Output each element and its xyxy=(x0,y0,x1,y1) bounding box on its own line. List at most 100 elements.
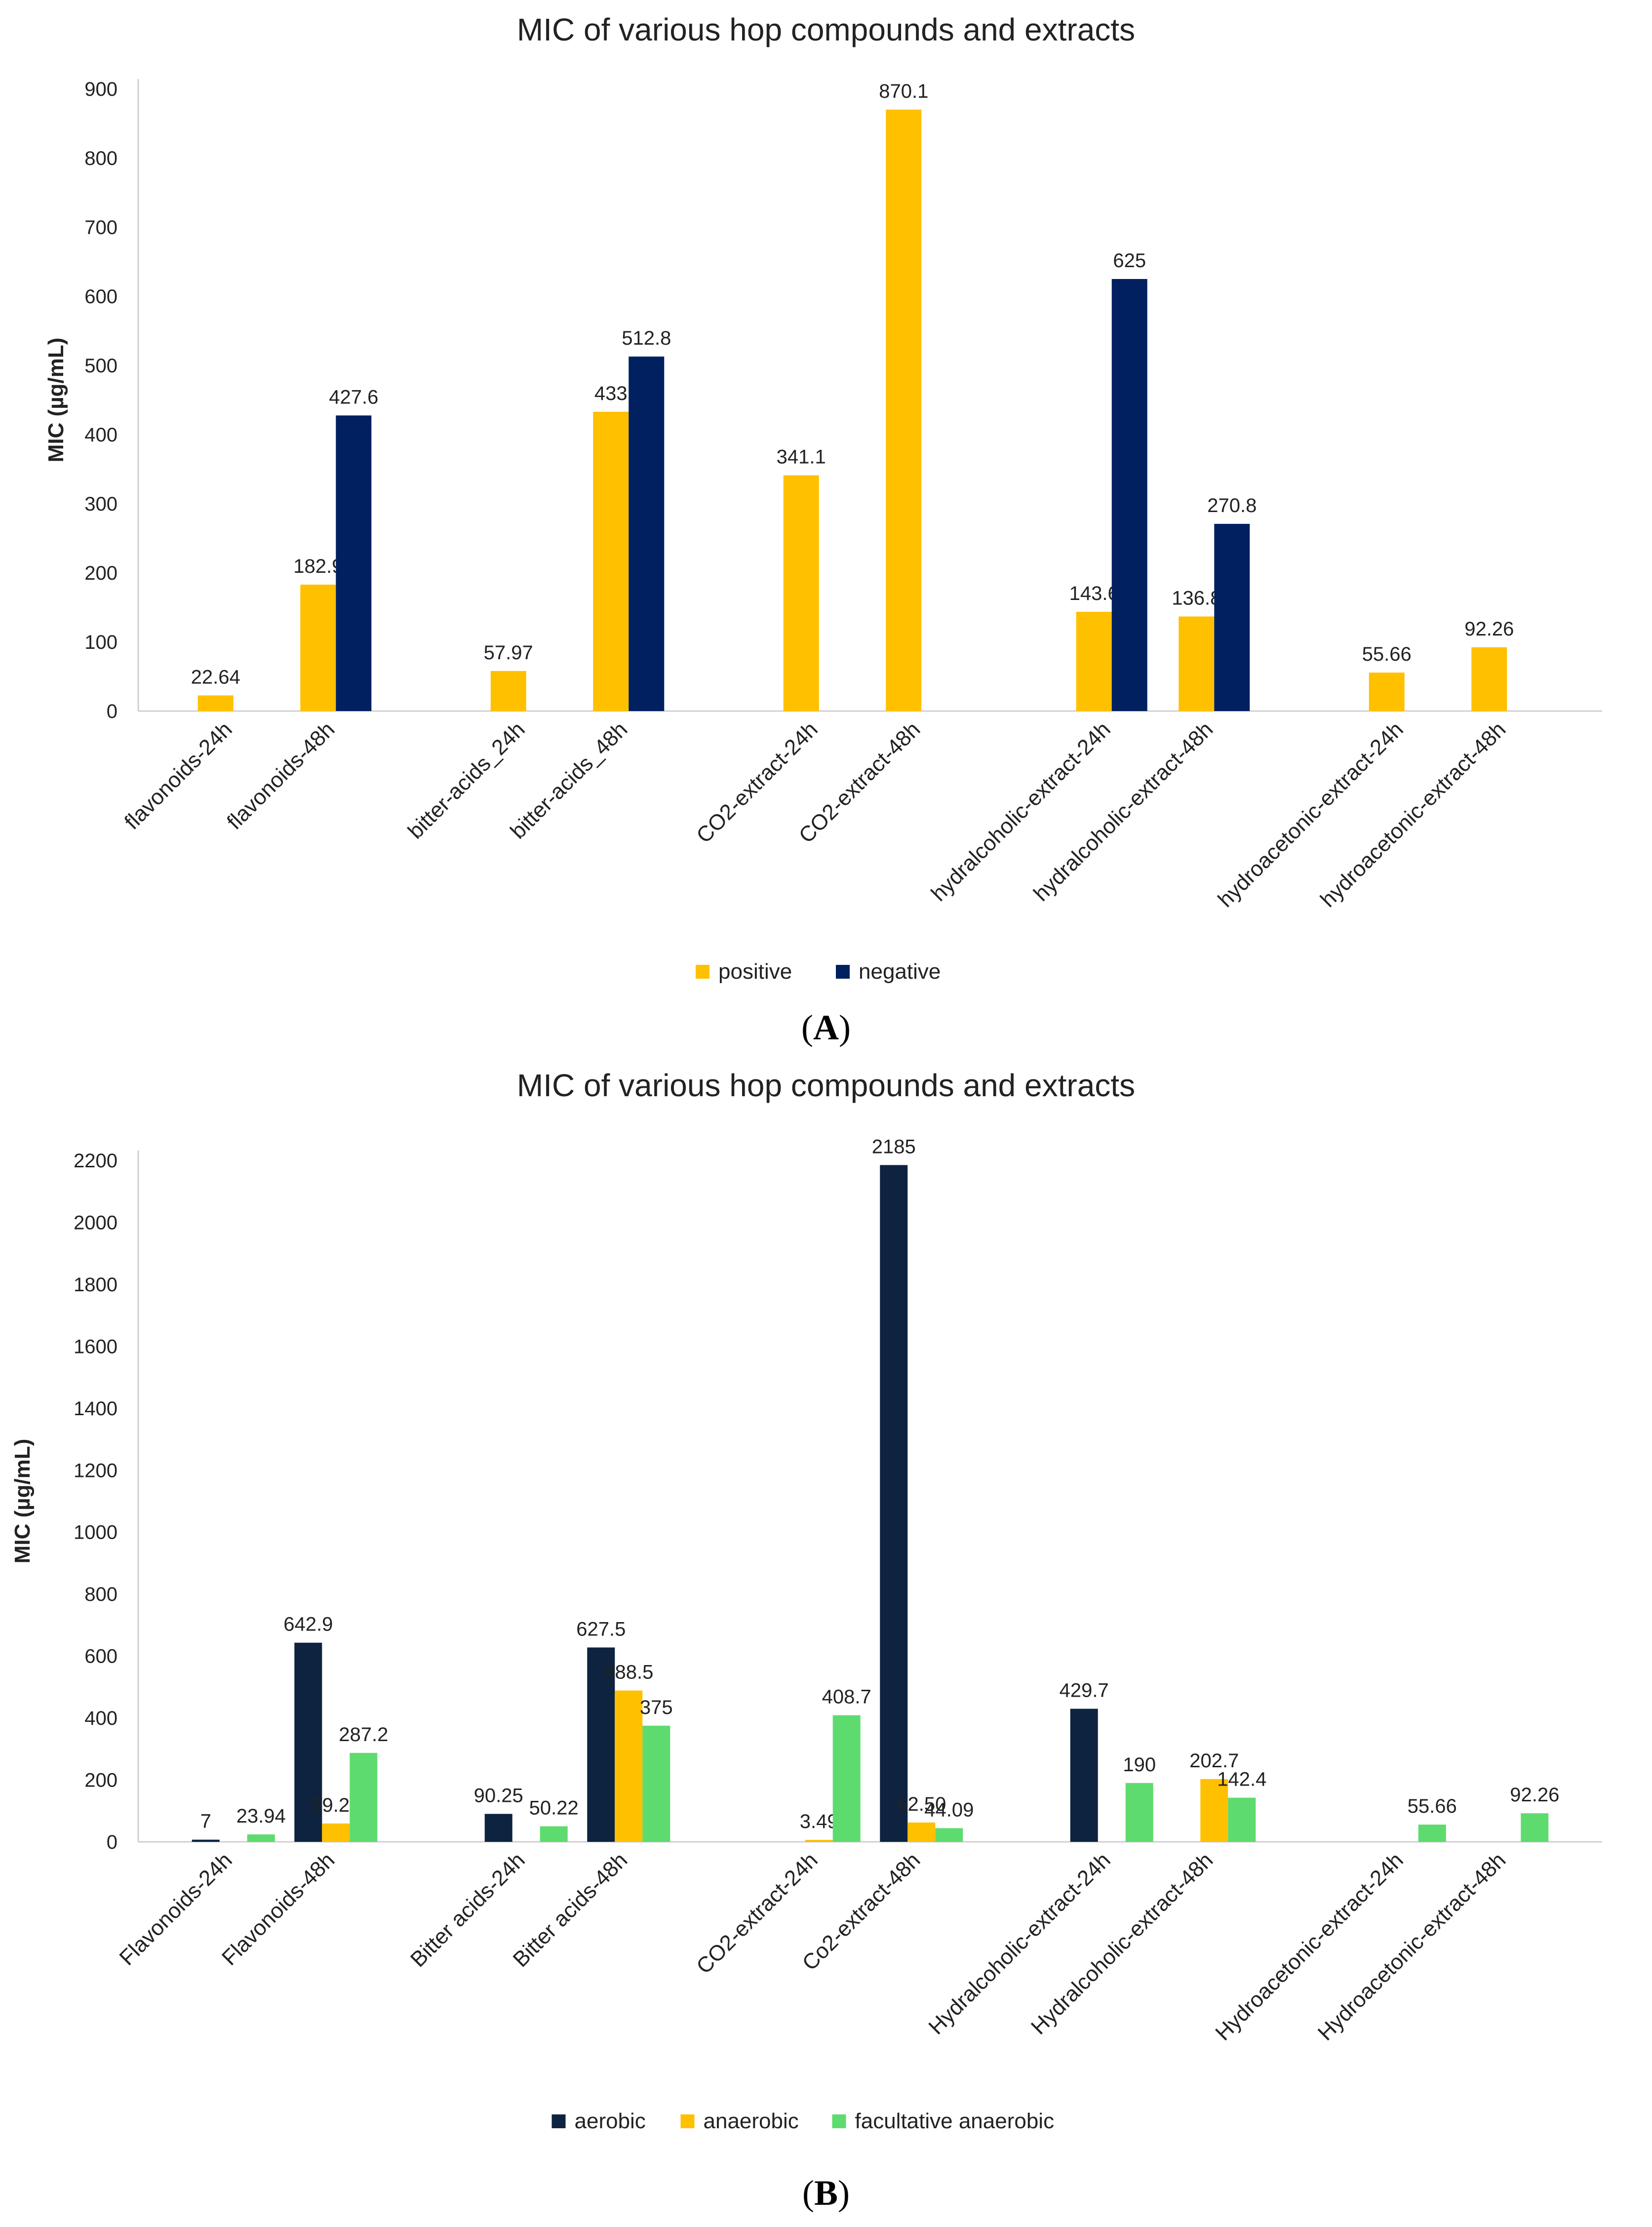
data-label: 270.8 xyxy=(1207,495,1257,517)
data-label: 50.22 xyxy=(529,1797,579,1819)
bar xyxy=(300,584,336,711)
bar xyxy=(805,1840,833,1842)
bar xyxy=(1076,611,1112,711)
y-tick-label: 200 xyxy=(84,1770,118,1791)
data-label: 182.9 xyxy=(293,556,343,577)
bar xyxy=(593,411,629,711)
x-tick-label: hydroacetonic-extract-24h xyxy=(1213,717,1408,912)
y-tick-label: 1000 xyxy=(74,1522,118,1544)
bar xyxy=(629,357,665,711)
bar xyxy=(880,1165,908,1842)
bar xyxy=(322,1823,350,1842)
bar xyxy=(907,1822,936,1842)
bar xyxy=(540,1826,568,1842)
data-label: 62.50 xyxy=(897,1793,946,1815)
y-tick-label: 500 xyxy=(84,355,118,377)
x-tick-label: hydralcoholic-extract-24h xyxy=(927,717,1115,906)
data-label: 202.7 xyxy=(1189,1750,1239,1772)
y-tick-label: 600 xyxy=(84,1646,118,1668)
y-tick-label: 400 xyxy=(84,1708,118,1729)
chart-panel-b: MIC of various hop compounds and extract… xyxy=(0,1062,1652,2227)
chart-panel-a: MIC of various hop compounds and extract… xyxy=(0,0,1652,1062)
data-label: 642.9 xyxy=(283,1614,333,1635)
bar xyxy=(490,671,526,711)
data-label: 341.1 xyxy=(777,446,826,468)
legend-item: anaerobic xyxy=(704,2109,799,2133)
x-tick-label: hydralcoholic-extract-48h xyxy=(1029,717,1218,906)
chart-title: MIC of various hop compounds and extract… xyxy=(517,1068,1135,1103)
bar xyxy=(197,695,234,711)
data-label: 627.5 xyxy=(576,1618,626,1640)
data-label: 427.6 xyxy=(329,386,378,408)
legend-item: aerobic xyxy=(575,2109,646,2133)
bar xyxy=(294,1642,322,1842)
x-tick-label: Hydroacetonic-extract-48h xyxy=(1313,1848,1511,2045)
bar xyxy=(783,475,819,711)
bar xyxy=(1214,523,1250,711)
x-tick-label: Hydralcoholic-extract-24h xyxy=(924,1848,1115,2039)
y-tick-label: 2200 xyxy=(74,1150,118,1172)
data-label: 55.66 xyxy=(1408,1795,1457,1817)
y-tick-label: 600 xyxy=(84,286,118,308)
y-tick-label: 100 xyxy=(84,632,118,653)
y-tick-label: 200 xyxy=(84,562,118,584)
bar xyxy=(484,1814,512,1842)
legend-swatch xyxy=(832,2114,846,2128)
data-label: 55.66 xyxy=(1362,643,1412,665)
data-label: 92.26 xyxy=(1464,618,1514,640)
data-label: 429.7 xyxy=(1060,1679,1109,1701)
bar xyxy=(615,1690,643,1842)
data-label: 136.8 xyxy=(1172,587,1221,609)
data-label: 512.8 xyxy=(622,327,671,349)
legend-swatch xyxy=(836,965,850,979)
legend-item: negative xyxy=(859,959,941,984)
y-tick-label: 2000 xyxy=(74,1212,118,1233)
bar xyxy=(642,1725,670,1842)
y-tick-label: 0 xyxy=(107,1831,118,1853)
legend-item: facultative anaerobic xyxy=(855,2109,1055,2133)
data-label: 190 xyxy=(1123,1754,1156,1776)
y-tick-label: 700 xyxy=(84,217,118,239)
legend-swatch xyxy=(551,2114,566,2128)
panel-label-a: (A) xyxy=(801,1008,851,1047)
data-label: 143.6 xyxy=(1069,583,1119,604)
data-label: 2185 xyxy=(872,1136,916,1157)
y-tick-label: 300 xyxy=(84,493,118,515)
bar xyxy=(1418,1825,1446,1842)
y-tick-label: 400 xyxy=(84,424,118,446)
chart-title: MIC of various hop compounds and extract… xyxy=(517,12,1135,47)
data-label: 433 xyxy=(594,383,628,404)
data-label: 22.64 xyxy=(191,666,240,688)
bar xyxy=(336,415,372,711)
bar xyxy=(1111,279,1147,711)
data-label: 142.4 xyxy=(1217,1769,1266,1790)
y-tick-label: 900 xyxy=(84,79,118,100)
chart-a-svg: MIC of various hop compounds and extract… xyxy=(44,12,1602,984)
bar xyxy=(935,1828,963,1842)
bar xyxy=(350,1752,378,1842)
data-label: 92.26 xyxy=(1510,1784,1559,1806)
bar xyxy=(1200,1779,1228,1842)
data-label: 287.2 xyxy=(339,1724,388,1746)
bar xyxy=(192,1839,220,1842)
y-tick-label: 0 xyxy=(107,701,118,722)
bar xyxy=(587,1647,615,1842)
bar xyxy=(1369,673,1405,711)
data-label: 375 xyxy=(640,1697,673,1718)
data-label: 23.94 xyxy=(236,1805,286,1827)
legend-item: positive xyxy=(718,959,792,984)
chart-b-svg: MIC of various hop compounds and extract… xyxy=(10,1068,1602,2133)
bar xyxy=(832,1715,861,1842)
x-tick-label: flavonoids-24h xyxy=(120,717,237,834)
data-label: 870.1 xyxy=(879,80,928,102)
x-tick-label: hydroacetonic-extract-48h xyxy=(1316,717,1510,912)
x-tick-label: Hydralcoholic-extract-48h xyxy=(1026,1848,1218,2039)
y-tick-label: 800 xyxy=(84,1584,118,1605)
y-tick-label: 1400 xyxy=(74,1398,118,1420)
y-tick-label: 800 xyxy=(84,148,118,169)
data-label: 44.09 xyxy=(924,1799,974,1821)
y-axis-label: MIC (µg/mL) xyxy=(10,1439,35,1564)
data-label: 7 xyxy=(200,1811,211,1832)
bar xyxy=(886,109,922,712)
data-label: 488.5 xyxy=(604,1662,653,1683)
